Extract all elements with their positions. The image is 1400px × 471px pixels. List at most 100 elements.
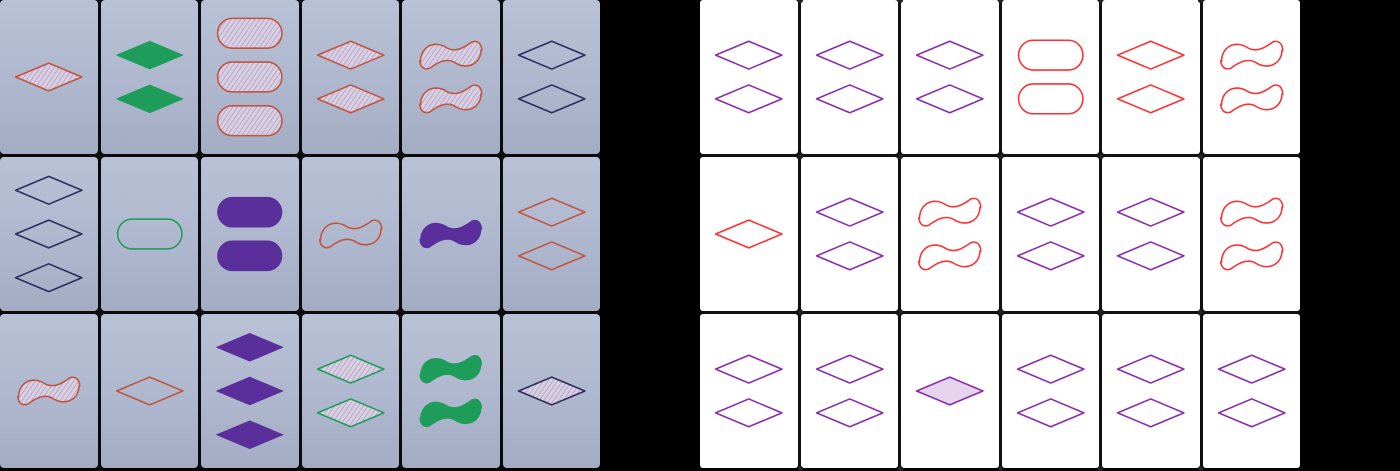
photo-card[interactable] [0, 157, 98, 311]
squiggle-symbol [1219, 197, 1283, 227]
photo-card-art [517, 197, 586, 271]
photo-card[interactable] [502, 314, 600, 468]
rendered-card[interactable] [700, 314, 798, 468]
diamond-symbol [1016, 241, 1085, 271]
photo-card[interactable] [301, 314, 399, 468]
rendered-card-art [815, 40, 884, 114]
diamond-symbol [714, 398, 783, 428]
photo-card[interactable] [201, 0, 299, 154]
diamond-symbol [1217, 354, 1286, 384]
diamond-symbol [517, 197, 586, 227]
diamond-symbol [517, 40, 586, 70]
squiggle-symbol [419, 398, 483, 427]
rendered-card[interactable] [1202, 0, 1300, 154]
rendered-card[interactable] [1202, 314, 1300, 468]
diamond-symbol [915, 84, 984, 114]
diamond-symbol [1116, 241, 1185, 271]
photo-card-art [116, 218, 183, 250]
photo-card[interactable] [402, 0, 500, 154]
photo-card-art [517, 40, 586, 114]
photo-card[interactable] [301, 157, 399, 311]
photo-card[interactable] [301, 0, 399, 154]
diamond-symbol [714, 354, 783, 384]
rendered-card-art [1219, 40, 1283, 114]
photo-card-art [14, 175, 83, 293]
diamond-symbol [316, 354, 385, 384]
diamond-symbol [517, 241, 586, 271]
diamond-symbol [1016, 398, 1085, 428]
rendered-card-grid [700, 0, 1300, 468]
rendered-card-art [1016, 354, 1085, 428]
rendered-card-art [1219, 197, 1283, 271]
rendered-card[interactable] [901, 157, 999, 311]
oval-symbol [217, 196, 283, 228]
rendered-card[interactable] [700, 157, 798, 311]
photo-card-art [318, 219, 382, 249]
rendered-card-art [915, 376, 984, 406]
rendered-card[interactable] [1102, 0, 1200, 154]
rendered-card[interactable] [901, 0, 999, 154]
diamond-symbol [517, 376, 586, 406]
photo-card[interactable] [502, 157, 600, 311]
rendered-card[interactable] [1202, 157, 1300, 311]
photo-card[interactable] [100, 314, 198, 468]
diamond-symbol [915, 376, 984, 406]
diamond-symbol [815, 197, 884, 227]
diamond-symbol [714, 84, 783, 114]
rendered-card[interactable] [800, 0, 898, 154]
photo-card[interactable] [502, 0, 600, 154]
squiggle-symbol [419, 84, 483, 114]
photo-card-art [419, 219, 483, 249]
diamond-symbol [714, 40, 783, 70]
rendered-card-art [714, 219, 783, 249]
squiggle-symbol [419, 40, 483, 70]
diamond-symbol [815, 40, 884, 70]
oval-symbol [216, 61, 283, 93]
rendered-card-art [915, 40, 984, 114]
photo-card[interactable] [201, 314, 299, 468]
diamond-symbol [1116, 40, 1185, 70]
rendered-card-art [815, 354, 884, 428]
photo-card[interactable] [100, 0, 198, 154]
photo-card[interactable] [100, 157, 198, 311]
diamond-symbol [14, 219, 83, 249]
oval-symbol [216, 17, 283, 49]
diamond-symbol [1016, 354, 1085, 384]
rendered-card[interactable] [1001, 157, 1099, 311]
diamond-symbol [1016, 197, 1085, 227]
oval-symbol [216, 105, 283, 137]
rendered-card-art [1017, 39, 1084, 115]
photo-card[interactable] [402, 314, 500, 468]
oval-symbol [1017, 39, 1084, 71]
photo-card[interactable] [201, 157, 299, 311]
rendered-card-art [1016, 197, 1085, 271]
diamond-symbol [1116, 398, 1185, 428]
squiggle-symbol [419, 219, 483, 249]
rendered-card-art [1217, 354, 1286, 428]
rendered-card-art [1116, 40, 1185, 114]
diamond-symbol [1116, 197, 1185, 227]
photo-card[interactable] [0, 0, 98, 154]
diamond-symbol [915, 40, 984, 70]
diamond-symbol [14, 62, 83, 92]
photo-card-art [316, 354, 385, 428]
photo-card[interactable] [402, 157, 500, 311]
squiggle-symbol [17, 376, 81, 406]
rendered-card[interactable] [1102, 314, 1200, 468]
rendered-card-art [714, 354, 783, 428]
rendered-card[interactable] [1001, 0, 1099, 154]
rendered-card[interactable] [700, 0, 798, 154]
rendered-card[interactable] [1001, 314, 1099, 468]
rendered-card[interactable] [800, 314, 898, 468]
diamond-symbol [115, 40, 183, 70]
photo-card[interactable] [0, 314, 98, 468]
diamond-symbol [1116, 354, 1185, 384]
rendered-card-art [815, 197, 884, 271]
diamond-symbol [1217, 398, 1286, 428]
squiggle-symbol [1219, 84, 1283, 114]
rendered-card[interactable] [901, 314, 999, 468]
rendered-card[interactable] [1102, 157, 1200, 311]
rendered-card[interactable] [800, 157, 898, 311]
squiggle-symbol [318, 219, 382, 249]
photo-card-art [14, 62, 83, 92]
